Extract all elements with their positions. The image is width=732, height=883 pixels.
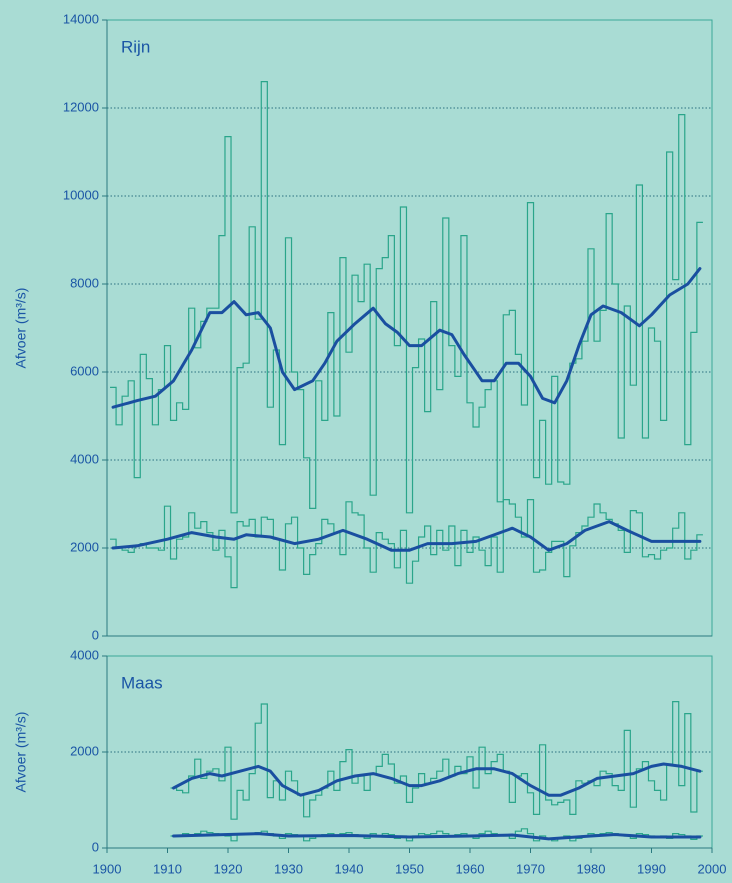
- y-tick-label: 14000: [63, 11, 99, 26]
- x-tick-label: 1920: [214, 861, 243, 876]
- y-tick-label: 2000: [70, 743, 99, 758]
- x-tick-label: 1900: [93, 861, 122, 876]
- step-line: [170, 701, 703, 820]
- y-tick-label: 8000: [70, 275, 99, 290]
- y-axis-label: Afvoer (m³/s): [13, 288, 29, 369]
- trend-line: [172, 832, 702, 841]
- x-tick-label: 1910: [153, 861, 182, 876]
- x-tick-label: 1980: [577, 861, 606, 876]
- x-tick-label: 1950: [395, 861, 424, 876]
- x-tick-label: 1960: [456, 861, 485, 876]
- x-tick-label: 1930: [274, 861, 303, 876]
- y-tick-label: 4000: [70, 451, 99, 466]
- x-tick-label: 1970: [516, 861, 545, 876]
- panel-title: Maas: [121, 673, 163, 692]
- y-axis-label: Afvoer (m³/s): [13, 712, 29, 793]
- y-tick-label: 2000: [70, 539, 99, 554]
- trend-line: [111, 520, 702, 552]
- y-tick-label: 0: [92, 627, 99, 642]
- y-tick-label: 0: [92, 839, 99, 854]
- x-tick-label: 1990: [637, 861, 666, 876]
- y-tick-label: 10000: [63, 187, 99, 202]
- x-tick-label: 2000: [698, 861, 727, 876]
- y-tick-label: 4000: [70, 647, 99, 662]
- panel-title: Rijn: [121, 37, 150, 56]
- step-line: [110, 81, 703, 514]
- trend-line: [111, 267, 702, 409]
- y-tick-label: 12000: [63, 99, 99, 114]
- trend-line: [172, 762, 702, 797]
- x-tick-label: 1940: [335, 861, 364, 876]
- y-tick-label: 6000: [70, 363, 99, 378]
- plot-frame: [106, 19, 713, 637]
